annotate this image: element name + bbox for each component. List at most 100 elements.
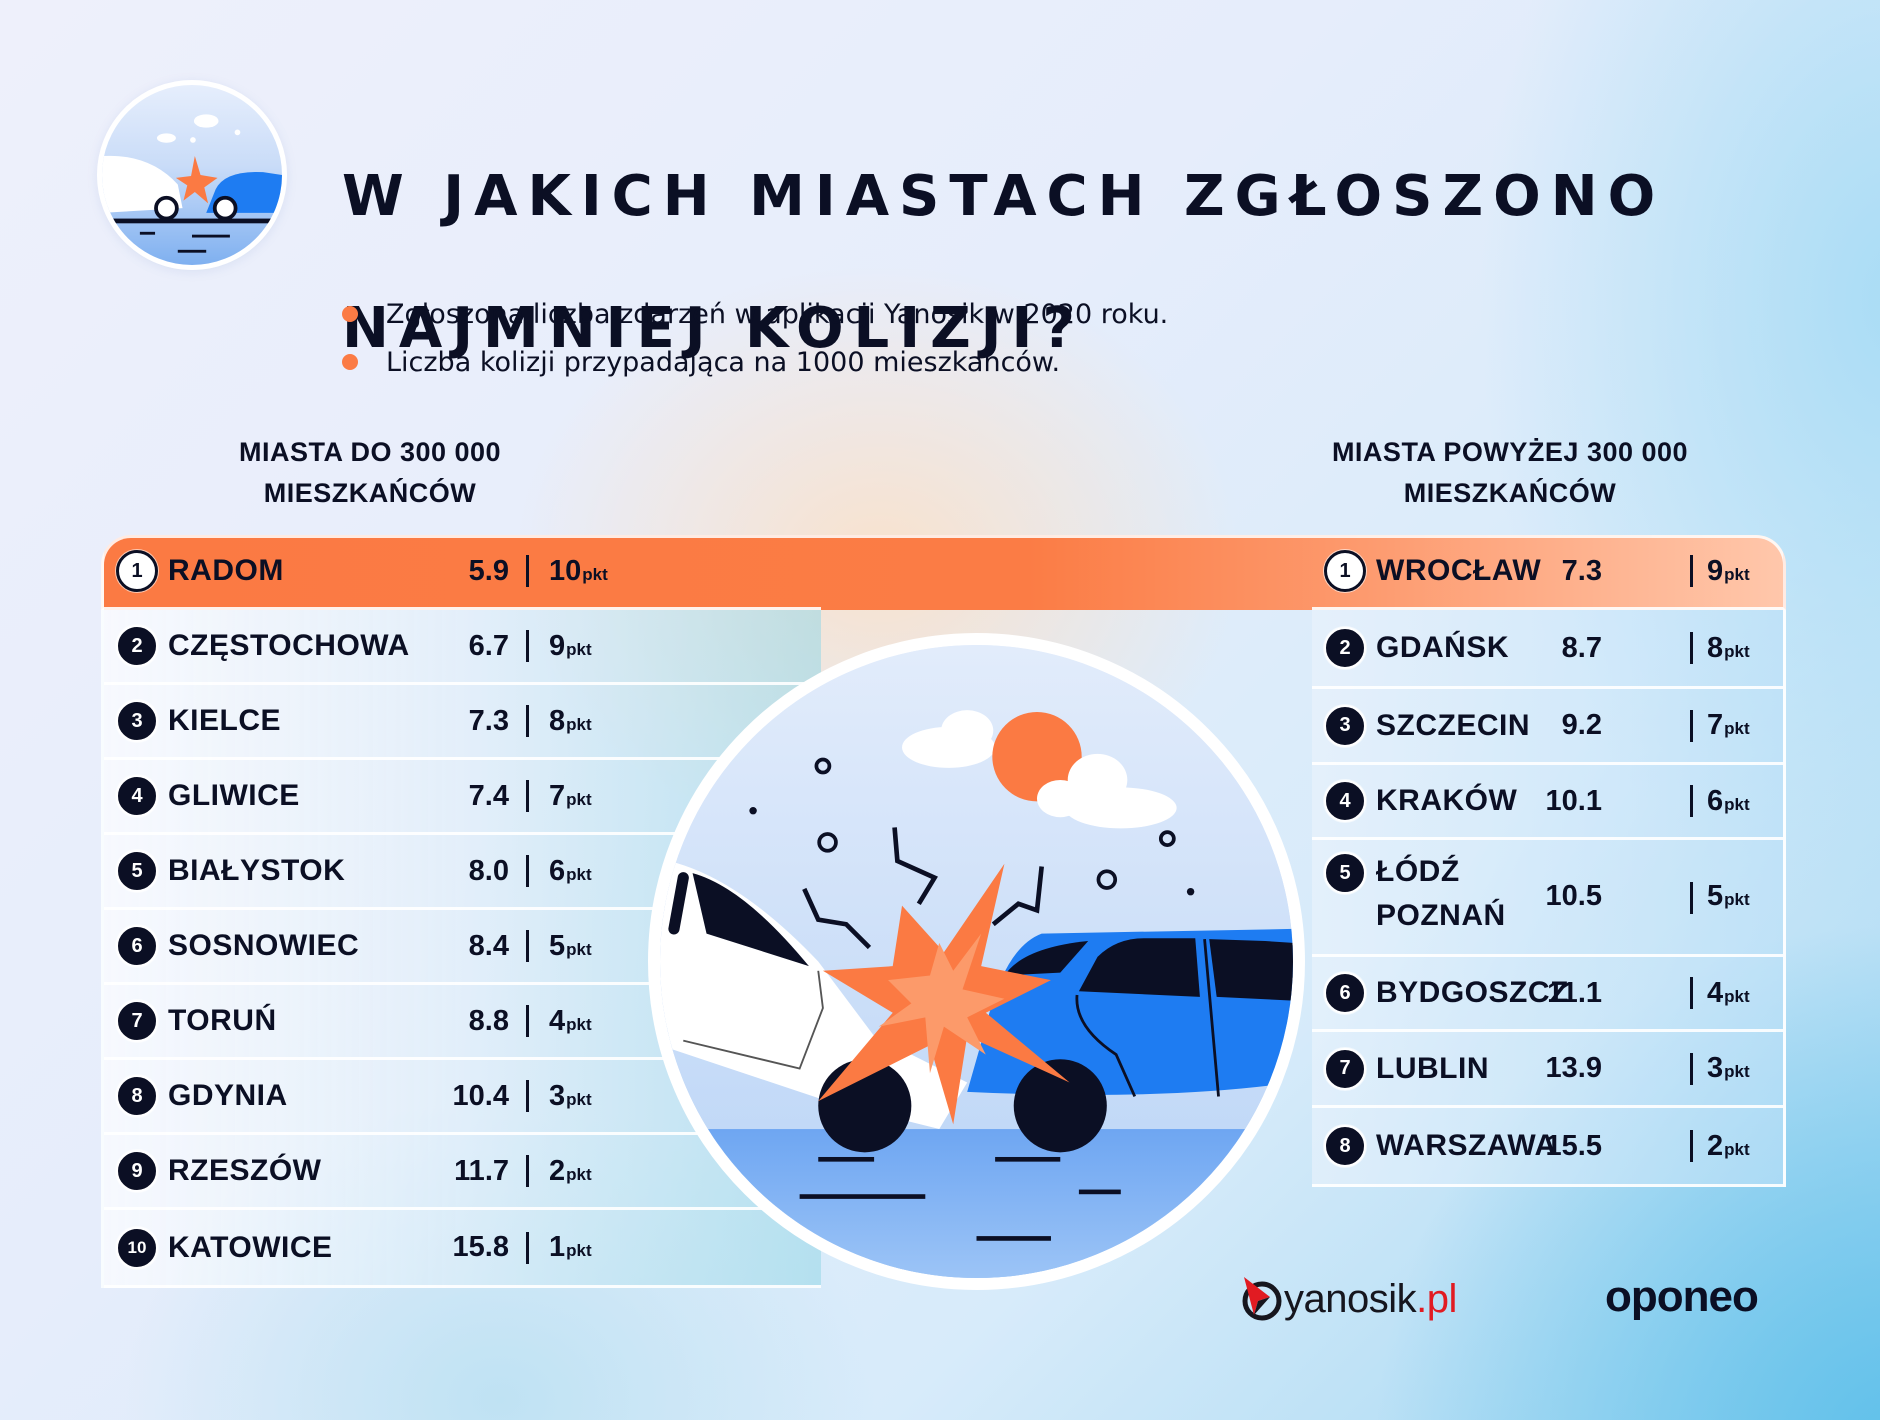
city-name: BYDGOSZCZ bbox=[1376, 976, 1569, 1009]
yanosik-arrow-icon bbox=[1242, 1277, 1282, 1321]
divider bbox=[526, 1155, 529, 1187]
city-name-line-2: POZNAŃ bbox=[1376, 899, 1506, 932]
table-row: 4 KRAKÓW 10.1 6pkt bbox=[1312, 765, 1786, 840]
city-name-line-1: ŁÓDŹ bbox=[1376, 855, 1460, 888]
divider bbox=[1690, 632, 1693, 664]
city-name: CZĘSTOCHOWA bbox=[168, 629, 410, 662]
rank-badge: 6 bbox=[1324, 972, 1366, 1014]
collision-rate: 10.4 bbox=[452, 1079, 509, 1112]
city-name: KIELCE bbox=[168, 704, 282, 737]
title-line-2: NAJMNIEJ KOLIZJI? bbox=[342, 296, 1085, 361]
city-name: KATOWICE bbox=[168, 1230, 333, 1264]
yanosik-logo: yanosik.pl bbox=[1240, 1275, 1457, 1323]
rank-badge: 1 bbox=[116, 550, 158, 592]
collision-rate: 7.3 bbox=[1561, 554, 1602, 587]
collision-rate: 7.4 bbox=[468, 779, 509, 812]
points: 4pkt bbox=[549, 1004, 592, 1037]
points: 2pkt bbox=[1707, 1129, 1750, 1162]
rank-badge: 10 bbox=[116, 1226, 158, 1269]
crash-icon bbox=[97, 80, 287, 270]
rank-badge: 3 bbox=[1324, 704, 1366, 747]
rank-badge: 1 bbox=[1324, 550, 1366, 592]
rank-badge: 7 bbox=[1324, 1047, 1366, 1090]
city-name: LUBLIN bbox=[1376, 1051, 1489, 1085]
points: 3pkt bbox=[1707, 1052, 1750, 1084]
city-name: SZCZECIN bbox=[1376, 708, 1530, 742]
points: 5pkt bbox=[1707, 880, 1750, 912]
rank-badge: 5 bbox=[1324, 852, 1366, 894]
left-column-heading: MIASTA DO 300 000 MIESZKAŃCÓW bbox=[170, 432, 570, 514]
city-name: TORUŃ bbox=[168, 1004, 277, 1037]
legend-item: Liczba kolizji przypadająca na 1000 mies… bbox=[342, 338, 1168, 386]
table-row: 5 ŁÓDŹ POZNAŃ 10.5 5pkt bbox=[1312, 840, 1786, 957]
cloud-icon bbox=[1037, 753, 1177, 829]
collision-rate: 5.9 bbox=[468, 554, 509, 587]
rank-badge: 4 bbox=[1324, 780, 1366, 822]
divider bbox=[1690, 1052, 1693, 1085]
rank-badge: 6 bbox=[116, 925, 158, 967]
divider bbox=[526, 705, 529, 737]
heading-line: MIESZKAŃCÓW bbox=[263, 478, 477, 508]
divider bbox=[526, 1231, 529, 1264]
legend-text: Liczba kolizji przypadająca na 1000 mies… bbox=[386, 346, 1061, 378]
city-name: SOSNOWIEC bbox=[168, 929, 360, 962]
collision-rate: 8.8 bbox=[468, 1004, 509, 1037]
heading-line: MIESZKAŃCÓW bbox=[1403, 478, 1617, 508]
legend-item: Zgłoszona liczba zdarzeń w aplikacji Yan… bbox=[342, 290, 1168, 338]
car-crash-icon bbox=[660, 645, 1293, 1278]
divider bbox=[1690, 785, 1693, 817]
bullet-dot-icon bbox=[342, 306, 358, 322]
rank-badge: 9 bbox=[116, 1150, 158, 1192]
table-row: 10 KATOWICE 15.8 1pkt bbox=[101, 1210, 821, 1288]
explosion-icon bbox=[818, 863, 1070, 1125]
divider bbox=[1690, 977, 1693, 1009]
rank-badge: 2 bbox=[116, 625, 158, 667]
collision-rate: 15.5 bbox=[1545, 1129, 1602, 1162]
rank-badge: 8 bbox=[116, 1075, 158, 1117]
rank-badge: 7 bbox=[116, 1000, 158, 1042]
points: 9pkt bbox=[1707, 554, 1750, 587]
collision-rate: 13.9 bbox=[1545, 1052, 1602, 1084]
points: 3pkt bbox=[549, 1079, 592, 1112]
city-name: ŁÓDŹ POZNAŃ bbox=[1376, 850, 1506, 938]
divider bbox=[1690, 709, 1693, 742]
points: 1pkt bbox=[549, 1231, 592, 1263]
table-row: 1 WROCŁAW 7.3 9pkt bbox=[1312, 535, 1786, 610]
rank-badge: 3 bbox=[116, 700, 158, 742]
heading-line: MIASTA POWYŻEJ 300 000 bbox=[1331, 437, 1689, 467]
table-row: 6 BYDGOSZCZ 11.1 4pkt bbox=[1312, 957, 1786, 1032]
divider bbox=[1690, 882, 1693, 914]
city-name: GDAŃSK bbox=[1376, 631, 1510, 664]
bullet-dot-icon bbox=[342, 354, 358, 370]
city-name: KRAKÓW bbox=[1376, 784, 1518, 817]
blue-car-icon bbox=[967, 928, 1293, 1153]
city-name: RADOM bbox=[168, 554, 284, 587]
table-row: 9 RZESZÓW 11.7 2pkt bbox=[101, 1135, 821, 1210]
points: 6pkt bbox=[549, 854, 592, 887]
points: 4pkt bbox=[1707, 976, 1750, 1009]
table-row: 3 SZCZECIN 9.2 7pkt bbox=[1312, 689, 1786, 765]
sun-icon bbox=[992, 712, 1082, 802]
city-name: RZESZÓW bbox=[168, 1154, 322, 1187]
divider bbox=[526, 1005, 529, 1037]
city-name: WARSZAWA bbox=[1376, 1129, 1557, 1162]
table-row: 7 LUBLIN 13.9 3pkt bbox=[1312, 1032, 1786, 1108]
collision-rate: 8.4 bbox=[468, 929, 509, 962]
title-line-1: W JAKICH MIASTACH ZGŁOSZONO bbox=[342, 164, 1666, 229]
collision-illustration bbox=[648, 633, 1305, 1290]
page-title: W JAKICH MIASTACH ZGŁOSZONO NAJMNIEJ KOL… bbox=[342, 98, 1665, 428]
collision-rate: 8.7 bbox=[1561, 631, 1602, 664]
divider bbox=[526, 630, 529, 662]
collision-rate: 6.7 bbox=[468, 629, 509, 662]
points: 5pkt bbox=[549, 929, 592, 962]
points: 10pkt bbox=[549, 554, 608, 587]
divider bbox=[526, 555, 529, 587]
city-name: WROCŁAW bbox=[1376, 554, 1542, 587]
table-row: 3 KIELCE 7.3 8pkt bbox=[101, 685, 821, 760]
crash-illustration-small-icon bbox=[102, 114, 282, 253]
yanosik-wordmark: yanosik.pl bbox=[1284, 1276, 1457, 1321]
collision-rate: 7.3 bbox=[468, 704, 509, 737]
city-name: BIAŁYSTOK bbox=[168, 854, 346, 887]
points: 8pkt bbox=[1707, 631, 1750, 664]
collision-rate: 8.0 bbox=[468, 854, 509, 887]
